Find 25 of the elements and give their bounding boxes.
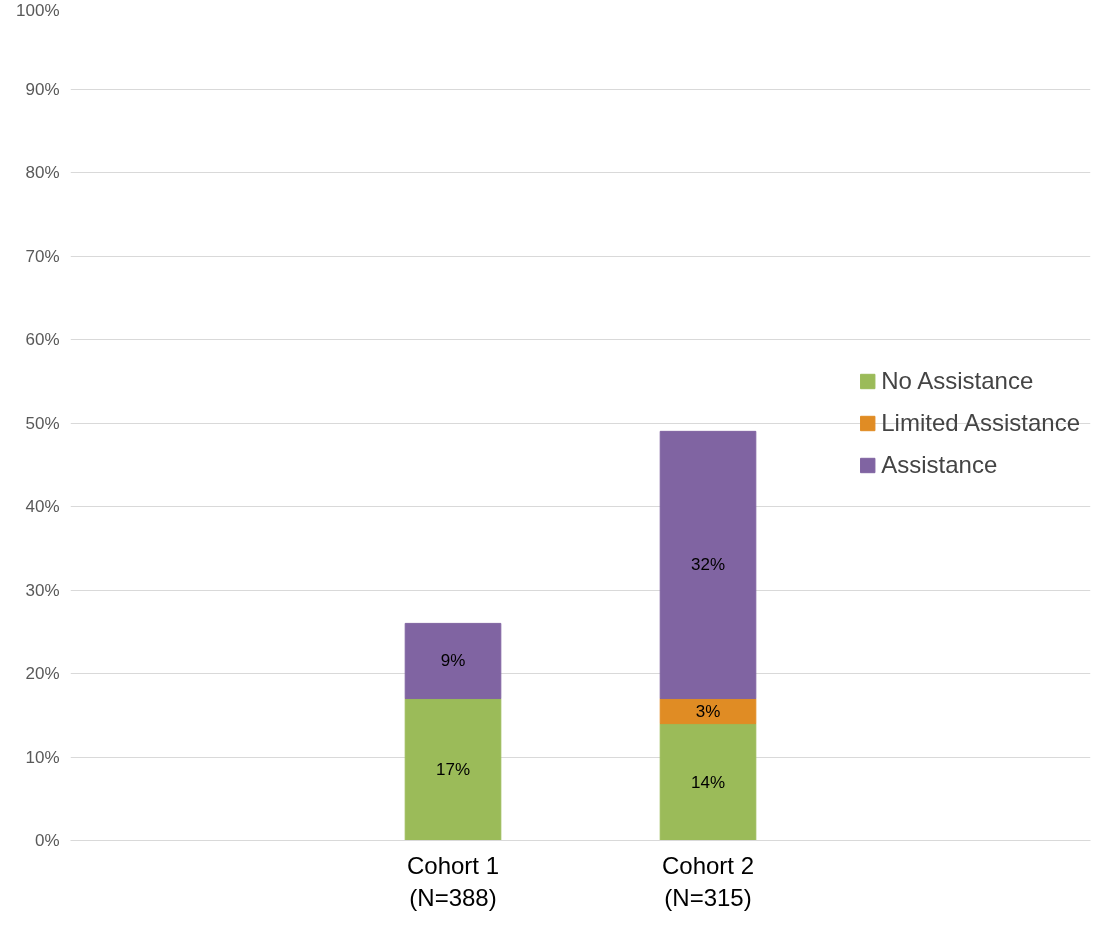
data-label: 17% — [435, 760, 471, 780]
y-tick-label: 50% — [25, 413, 60, 433]
data-label: 9% — [440, 651, 466, 671]
x-tick-label: Cohort 1 (N=388) — [406, 851, 500, 911]
y-tick-label: 30% — [25, 580, 60, 600]
y-tick-label: 60% — [25, 330, 60, 349]
y-tick-label: 100% — [16, 0, 60, 20]
y-tick-label: 90% — [25, 79, 60, 99]
y-tick-label: 40% — [25, 497, 60, 516]
legend-label: Limited Assistance — [881, 408, 1080, 437]
y-tick-label: 70% — [25, 246, 60, 266]
bar — [659, 430, 757, 700]
legend-label: Assistance — [881, 450, 998, 479]
data-label: 32% — [690, 555, 726, 575]
y-tick-label: 80% — [25, 163, 60, 182]
data-label: 14% — [690, 772, 726, 792]
bar — [404, 622, 502, 700]
y-tick-label: 10% — [25, 747, 60, 767]
x-tick-label: Cohort 2 (N=315) — [661, 851, 755, 911]
y-tick-label: 0% — [34, 831, 60, 850]
bar — [404, 698, 502, 841]
y-tick-label: 20% — [25, 664, 60, 683]
legend-label: No Assistance — [881, 366, 1034, 395]
data-label: 3% — [695, 701, 721, 721]
bar — [659, 723, 757, 841]
